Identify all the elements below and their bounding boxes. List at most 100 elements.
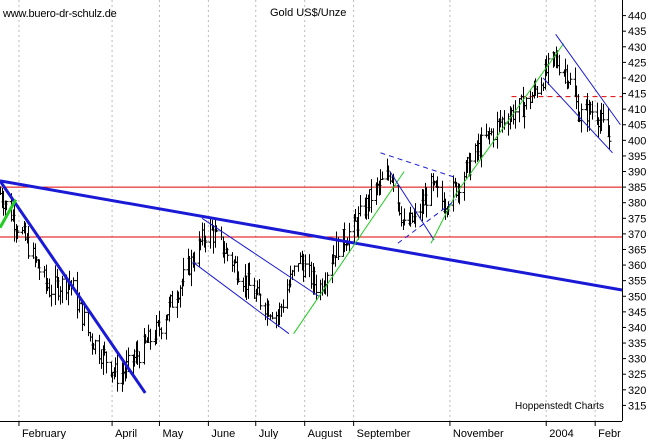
- ohlc-bar: [435, 176, 440, 198]
- x-tick-label: June: [211, 428, 235, 439]
- ohlc-bar: [590, 100, 595, 120]
- ohlc-bar: [99, 349, 104, 369]
- x-tick-label: Febr: [598, 428, 621, 439]
- ohlc-bar: [236, 271, 241, 283]
- ohlc-bar: [37, 259, 42, 281]
- ohlc-bar: [579, 103, 584, 133]
- ohlc-bar: [568, 72, 573, 85]
- y-tick-label: 390: [628, 167, 646, 179]
- ohlc-bar: [462, 171, 467, 201]
- ohlc-bar: [541, 82, 546, 91]
- y-tick-label: 440: [628, 11, 646, 23]
- ohlc-bar: [380, 171, 385, 181]
- ohlc-bar: [33, 243, 38, 268]
- ohlc-bar: [530, 91, 535, 103]
- horizontal-lines: [0, 96, 622, 238]
- y-tick-label: 375: [628, 213, 646, 225]
- ohlc-bar: [424, 187, 429, 218]
- jan-down-lower-line: [542, 77, 613, 154]
- ohlc-bar: [47, 278, 52, 298]
- ohlc-bar: [607, 125, 612, 150]
- ohlc-bar: [80, 303, 85, 332]
- ohlc-bar: [49, 284, 54, 307]
- y-tick-label: 415: [628, 89, 646, 101]
- ohlc-bar: [399, 206, 404, 227]
- ohlc-bar: [473, 143, 478, 164]
- y-tick-label: 325: [628, 369, 646, 381]
- ohlc-bar: [309, 261, 314, 289]
- ohlc-bar: [219, 226, 224, 241]
- y-tick-label: 350: [628, 291, 646, 303]
- ohlc-bar: [402, 208, 407, 226]
- ohlc-bar: [314, 274, 319, 300]
- ohlc-bar: [148, 328, 153, 350]
- ohlc-bar: [535, 86, 540, 98]
- summer-down-upper-line: [201, 217, 320, 297]
- ohlc-bar: [347, 222, 352, 253]
- ohlc-bar: [511, 104, 516, 125]
- ohlc-bar: [189, 249, 194, 287]
- y-tick-label: 345: [628, 307, 646, 319]
- ohlc-bar: [26, 225, 31, 259]
- y-tick-label: 365: [628, 244, 646, 256]
- ohlc-bar: [513, 100, 518, 129]
- oct-down-line: [389, 171, 435, 241]
- jan-down-upper-line: [555, 34, 621, 126]
- chart-source: Hoppenstedt Charts: [515, 401, 604, 412]
- ohlc-bar: [429, 173, 434, 207]
- ohlc-bar: [181, 257, 186, 287]
- ohlc-bar: [203, 235, 208, 253]
- ohlc-bar: [334, 231, 339, 258]
- y-tick-label: 335: [628, 338, 646, 350]
- ohlc-bar: [159, 327, 164, 340]
- ohlc-bar: [303, 254, 308, 278]
- x-tick-label: July: [259, 428, 279, 439]
- ohlc-bar: [318, 279, 323, 301]
- y-tick-label: 435: [628, 26, 646, 38]
- ohlc-bar: [457, 183, 462, 205]
- ohlc-bar: [15, 225, 20, 240]
- y-tick-label: 410: [628, 104, 646, 116]
- site-watermark: www.buero-dr-schulz.de: [3, 8, 117, 20]
- x-axis-ticks: February April May June July August September N…: [18, 421, 621, 440]
- ohlc-bar: [137, 351, 142, 369]
- ohlc-bar: [42, 266, 47, 278]
- ohlc-bar: [440, 180, 445, 210]
- ohlc-bar: [270, 311, 275, 320]
- x-tick-label: 2004: [549, 428, 573, 439]
- ohlc-bar: [97, 334, 102, 365]
- x-tick-label: November: [453, 428, 504, 439]
- ohlc-bar: [211, 224, 216, 254]
- ohlc-bar: [60, 275, 65, 304]
- y-tick-label: 405: [628, 120, 646, 132]
- y-tick-label: 315: [628, 400, 646, 412]
- grid: [18, 0, 596, 421]
- ohlc-bar: [388, 171, 393, 185]
- steep-downtrend-line: [0, 180, 147, 394]
- y-tick-label: 320: [628, 385, 646, 397]
- ohlc-bar: [285, 279, 290, 309]
- y-tick-label: 370: [628, 229, 646, 241]
- ohlc-bar: [31, 242, 36, 259]
- ohlc-bar: [281, 299, 286, 313]
- ohlc-bar: [93, 339, 98, 355]
- ohlc-bar: [546, 52, 551, 85]
- ohlc-bar: [53, 265, 58, 306]
- long-downtrend-line: [0, 179, 623, 292]
- chart-title: Gold US$/Unze: [270, 7, 347, 19]
- y-axis-ticks: 315 320 325 330 335 340 345 350 355 360 365 370 375 3…: [622, 11, 646, 412]
- y-tick-label: 380: [628, 198, 646, 210]
- ohlc-bar: [528, 90, 533, 110]
- y-tick-label: 340: [628, 322, 646, 334]
- x-tick-label: August: [308, 428, 342, 439]
- ohlc-bar: [519, 94, 524, 101]
- trendlines: [0, 34, 623, 394]
- ohlc-bar: [491, 128, 496, 148]
- winter-up-line: [455, 43, 564, 194]
- ohlc-bar: [225, 247, 230, 262]
- ohlc-bar: [4, 200, 9, 211]
- ohlc-bar: [524, 97, 529, 110]
- ohlc-bar: [495, 111, 500, 149]
